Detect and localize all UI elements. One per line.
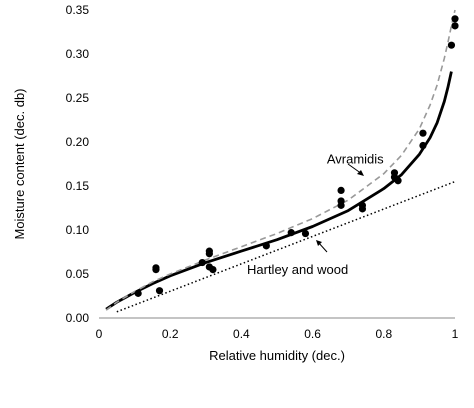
data-point	[301, 229, 310, 238]
avramidis-arrowhead	[357, 170, 364, 176]
data-point	[394, 177, 402, 185]
data-point	[419, 129, 427, 137]
avramidis-line	[105, 9, 456, 311]
x-tick-label: 0.4	[233, 327, 250, 341]
x-tick-label: 0	[96, 327, 103, 341]
data-point	[205, 250, 213, 258]
x-tick-label: 0.2	[162, 327, 179, 341]
data-point	[451, 15, 459, 23]
series-layer	[105, 9, 456, 313]
data-point	[209, 266, 217, 274]
data-point	[358, 205, 367, 213]
hartley-wood-line	[116, 180, 456, 313]
fitted-model-line	[105, 71, 453, 311]
data-point	[198, 258, 206, 267]
x-axis-title: Relative humidity (dec.)	[209, 348, 345, 363]
data-point	[134, 289, 142, 297]
data-point	[287, 229, 295, 237]
y-tick-label: 0.00	[66, 311, 90, 325]
annotation-layer: Avramidis Hartley and wood	[247, 152, 384, 277]
x-tick-label: 0.8	[375, 327, 392, 341]
x-tick-label: 0.6	[304, 327, 321, 341]
y-tick-label: 0.35	[66, 3, 90, 17]
x-tick-label: 1	[452, 327, 459, 341]
hartley-wood-arrowhead	[316, 240, 322, 246]
data-point	[262, 242, 270, 250]
y-tick-label: 0.05	[66, 267, 90, 281]
data-point	[451, 22, 459, 30]
data-point	[419, 141, 427, 150]
data-point	[152, 266, 160, 274]
y-tick-label: 0.15	[66, 179, 90, 193]
x-axis-ticks: 0 0.2 0.4 0.6 0.8 1	[96, 327, 459, 341]
y-axis-ticks: 0.00 0.05 0.10 0.15 0.20 0.25 0.30 0.35	[66, 3, 90, 325]
y-tick-label: 0.20	[66, 135, 90, 149]
data-point	[337, 201, 345, 209]
data-point	[447, 41, 456, 49]
y-tick-label: 0.25	[66, 91, 90, 105]
data-point	[337, 186, 345, 194]
annotation-avramidis: Avramidis	[327, 152, 384, 167]
data-point	[155, 287, 164, 295]
y-tick-label: 0.30	[66, 47, 90, 61]
annotation-hartley-wood: Hartley and wood	[247, 262, 348, 277]
y-axis-title: Moisture content (dec. db)	[12, 88, 27, 239]
points-layer	[134, 15, 459, 297]
y-tick-label: 0.10	[66, 223, 90, 237]
